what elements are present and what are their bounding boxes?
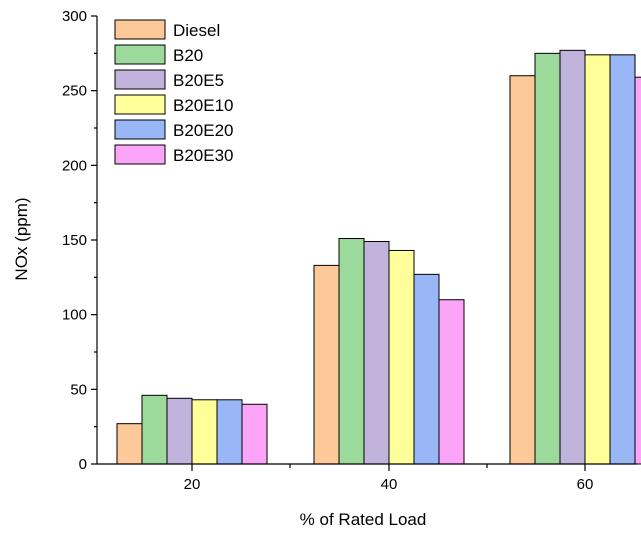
legend-label-b20: B20 — [173, 46, 203, 65]
bars-group — [116, 49, 641, 465]
bar-b20-20 — [141, 394, 168, 465]
bar-diesel-20 — [116, 423, 143, 465]
bar-b20e10-20 — [191, 399, 218, 465]
y-axis-title: NOx (ppm) — [12, 197, 31, 280]
legend-label-b20e30: B20E30 — [173, 146, 234, 165]
bar-diesel-40 — [313, 264, 340, 465]
bar-b20-40 — [338, 238, 365, 465]
bar-b20e20-60 — [609, 54, 636, 465]
legend-label-diesel: Diesel — [173, 21, 220, 40]
x-axis-title: % of Rated Load — [300, 510, 427, 529]
bar-b20e30-60 — [634, 76, 641, 465]
legend-label-b20e10: B20E10 — [173, 96, 234, 115]
bar-b20e5-20 — [166, 397, 193, 465]
legend-label-b20e20: B20E20 — [173, 121, 234, 140]
legend-swatch-b20 — [114, 44, 166, 65]
bar-b20e20-20 — [216, 399, 243, 465]
legend-swatch-diesel — [114, 19, 166, 40]
y-tick-label-250: 250 — [62, 83, 87, 100]
x-tick-label-20: 20 — [184, 476, 201, 493]
legend-swatch-b20e5 — [114, 69, 166, 90]
legend-swatch-b20e10 — [114, 94, 166, 115]
axes-group: 0 50 100 150 200 250 300 20 40 60 — [62, 8, 637, 493]
bar-diesel-60 — [509, 75, 536, 465]
y-tick-label-200: 200 — [62, 157, 87, 174]
y-tick-label-0: 0 — [79, 456, 87, 473]
bar-b20e5-60 — [559, 49, 586, 465]
y-tick-label-300: 300 — [62, 8, 87, 25]
bar-b20e30-40 — [438, 299, 465, 465]
x-tick-label-60: 60 — [577, 476, 594, 493]
bar-b20e20-40 — [413, 273, 440, 465]
legend-label-b20e5: B20E5 — [173, 71, 224, 90]
y-tick-label-100: 100 — [62, 307, 87, 324]
bar-b20e5-40 — [363, 240, 390, 465]
bar-b20e10-40 — [388, 249, 415, 465]
bar-b20-60 — [534, 52, 561, 465]
legend: Diesel B20 B20E5 B20E10 B20E20 B20E30 — [114, 19, 234, 165]
y-tick-label-150: 150 — [62, 232, 87, 249]
bar-b20e10-60 — [584, 54, 611, 465]
legend-swatch-b20e20 — [114, 119, 166, 140]
legend-swatch-b20e30 — [114, 144, 166, 165]
bar-b20e30-20 — [241, 403, 268, 465]
y-tick-label-50: 50 — [70, 381, 87, 398]
x-tick-label-40: 40 — [381, 476, 398, 493]
